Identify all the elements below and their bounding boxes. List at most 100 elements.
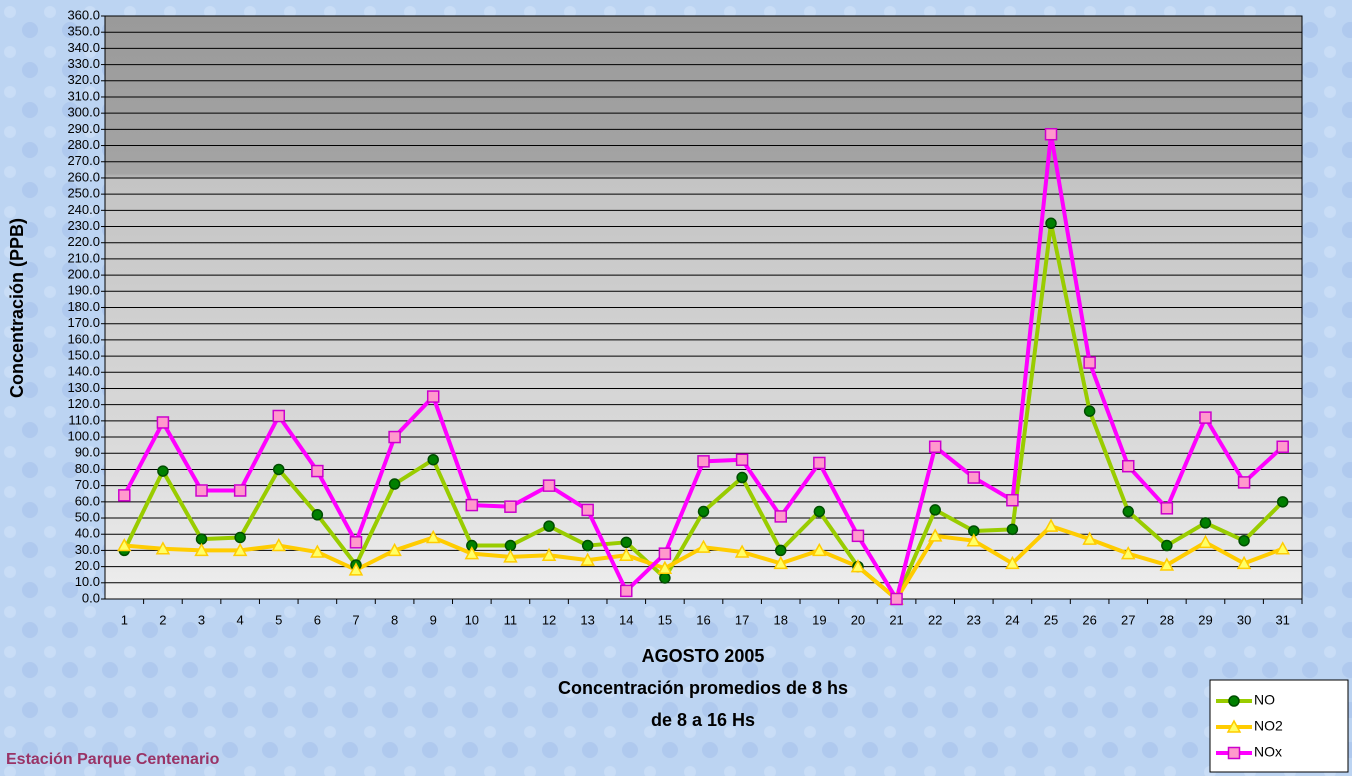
x-tick-label: 8: [391, 612, 398, 627]
x-tick-label: 13: [580, 612, 594, 627]
marker: [775, 511, 786, 522]
x-tick-label: 14: [619, 612, 633, 627]
y-tick-label: 50.0: [75, 509, 100, 524]
marker: [312, 466, 323, 477]
marker: [968, 472, 979, 483]
y-tick-label: 210.0: [67, 250, 100, 265]
marker: [737, 473, 747, 483]
marker: [814, 507, 824, 517]
y-tick-label: 200.0: [67, 267, 100, 282]
x-tick-label: 30: [1237, 612, 1251, 627]
footer: Estación Parque Centenario: [6, 751, 220, 768]
marker: [852, 530, 863, 541]
y-tick-label: 0.0: [82, 590, 100, 605]
y-tick-label: 290.0: [67, 121, 100, 136]
marker: [1123, 507, 1133, 517]
y-tick-label: 140.0: [67, 364, 100, 379]
y-tick-label: 340.0: [67, 40, 100, 55]
y-tick-label: 60.0: [75, 493, 100, 508]
y-tick-label: 350.0: [67, 24, 100, 39]
y-tick-label: 150.0: [67, 348, 100, 363]
x-axis-title: AGOSTO 2005: [642, 646, 765, 666]
marker: [197, 534, 207, 544]
legend-label: NO2: [1254, 718, 1283, 734]
marker: [582, 504, 593, 515]
marker: [274, 464, 284, 474]
marker: [891, 594, 902, 605]
x-tick-label: 12: [542, 612, 556, 627]
marker: [235, 532, 245, 542]
x-tick-label: 4: [237, 612, 244, 627]
marker: [1278, 497, 1288, 507]
marker: [273, 411, 284, 422]
y-tick-label: 280.0: [67, 137, 100, 152]
marker: [350, 537, 361, 548]
x-tick-label: 19: [812, 612, 826, 627]
y-tick-label: 70.0: [75, 477, 100, 492]
marker: [583, 541, 593, 551]
marker: [660, 573, 670, 583]
y-tick-label: 110.0: [68, 412, 100, 427]
x-tick-label: 31: [1275, 612, 1289, 627]
x-tick-label: 21: [889, 612, 903, 627]
marker: [1200, 412, 1211, 423]
marker: [1123, 461, 1134, 472]
marker: [544, 480, 555, 491]
x-tick-label: 26: [1082, 612, 1096, 627]
marker: [698, 456, 709, 467]
x-tick-label: 29: [1198, 612, 1212, 627]
x-tick-label: 27: [1121, 612, 1135, 627]
x-tick-label: 25: [1044, 612, 1058, 627]
marker: [119, 490, 130, 501]
marker: [621, 585, 632, 596]
x-tick-label: 7: [352, 612, 359, 627]
marker: [505, 501, 516, 512]
y-tick-label: 100.0: [67, 428, 100, 443]
marker: [1239, 477, 1250, 488]
marker: [930, 505, 940, 515]
marker: [1162, 541, 1172, 551]
y-tick-label: 360.0: [67, 7, 100, 22]
marker: [699, 507, 709, 517]
y-tick-label: 220.0: [67, 234, 100, 249]
legend-label: NOx: [1254, 744, 1282, 760]
y-tick-label: 40.0: [75, 526, 100, 541]
x-tick-label: 28: [1160, 612, 1174, 627]
x-tick-label: 17: [735, 612, 749, 627]
x-tick-label: 23: [967, 612, 981, 627]
marker: [814, 457, 825, 468]
y-tick-label: 260.0: [67, 169, 100, 184]
marker: [505, 541, 515, 551]
y-tick-label: 90.0: [75, 445, 100, 460]
marker: [196, 485, 207, 496]
marker: [1239, 536, 1249, 546]
marker: [1007, 495, 1018, 506]
marker: [428, 391, 439, 402]
y-tick-label: 230.0: [67, 218, 100, 233]
x-tick-label: 2: [159, 612, 166, 627]
x-tick-label: 24: [1005, 612, 1019, 627]
marker: [428, 455, 438, 465]
marker: [1229, 748, 1240, 759]
marker: [1046, 218, 1056, 228]
y-tick-label: 270.0: [67, 153, 100, 168]
y-tick-label: 10.0: [75, 574, 100, 589]
x-tick-label: 6: [314, 612, 321, 627]
y-tick-label: 190.0: [67, 283, 100, 298]
y-tick-label: 250.0: [67, 186, 100, 201]
y-tick-label: 120.0: [67, 396, 100, 411]
chart: Concentración (PPB) AGOSTO 2005 Concentr…: [0, 0, 1352, 776]
y-tick-label: 320.0: [67, 72, 100, 87]
marker: [930, 441, 941, 452]
x-axis-title: Concentración promedios de 8 hs: [558, 678, 848, 698]
marker: [390, 479, 400, 489]
y-tick-label: 300.0: [67, 105, 100, 120]
x-tick-label: 15: [658, 612, 672, 627]
y-tick-label: 20.0: [75, 558, 100, 573]
marker: [1085, 406, 1095, 416]
marker: [312, 510, 322, 520]
page: {"chart_data": {"type": "line", "y_label…: [0, 0, 1352, 776]
legend-label: NO: [1254, 692, 1275, 708]
x-tick-label: 9: [430, 612, 437, 627]
y-tick-label: 330.0: [67, 56, 100, 71]
